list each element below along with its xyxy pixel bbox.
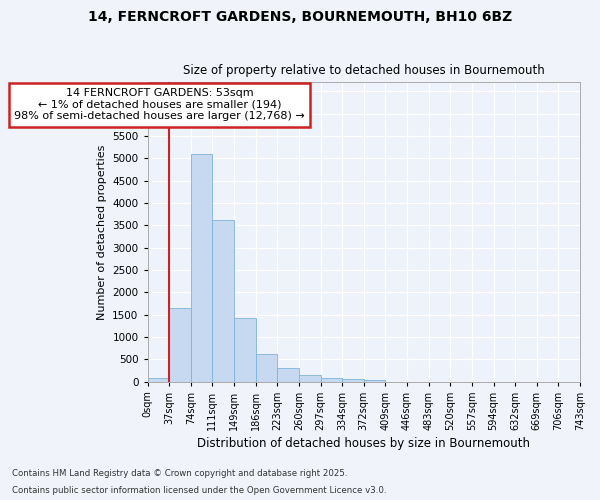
Title: Size of property relative to detached houses in Bournemouth: Size of property relative to detached ho…: [183, 64, 545, 77]
Text: 14 FERNCROFT GARDENS: 53sqm
← 1% of detached houses are smaller (194)
98% of sem: 14 FERNCROFT GARDENS: 53sqm ← 1% of deta…: [14, 88, 305, 122]
Bar: [169, 308, 191, 382]
Bar: [364, 380, 385, 382]
X-axis label: Distribution of detached houses by size in Bournemouth: Distribution of detached houses by size …: [197, 437, 530, 450]
Bar: [234, 318, 256, 382]
Bar: [191, 154, 212, 382]
Bar: [277, 368, 299, 382]
Y-axis label: Number of detached properties: Number of detached properties: [97, 144, 107, 320]
Bar: [320, 378, 342, 382]
Bar: [148, 378, 169, 382]
Text: Contains public sector information licensed under the Open Government Licence v3: Contains public sector information licen…: [12, 486, 386, 495]
Bar: [256, 354, 277, 382]
Bar: [299, 375, 320, 382]
Bar: [212, 220, 234, 382]
Text: Contains HM Land Registry data © Crown copyright and database right 2025.: Contains HM Land Registry data © Crown c…: [12, 468, 347, 477]
Bar: [342, 379, 364, 382]
Text: 14, FERNCROFT GARDENS, BOURNEMOUTH, BH10 6BZ: 14, FERNCROFT GARDENS, BOURNEMOUTH, BH10…: [88, 10, 512, 24]
